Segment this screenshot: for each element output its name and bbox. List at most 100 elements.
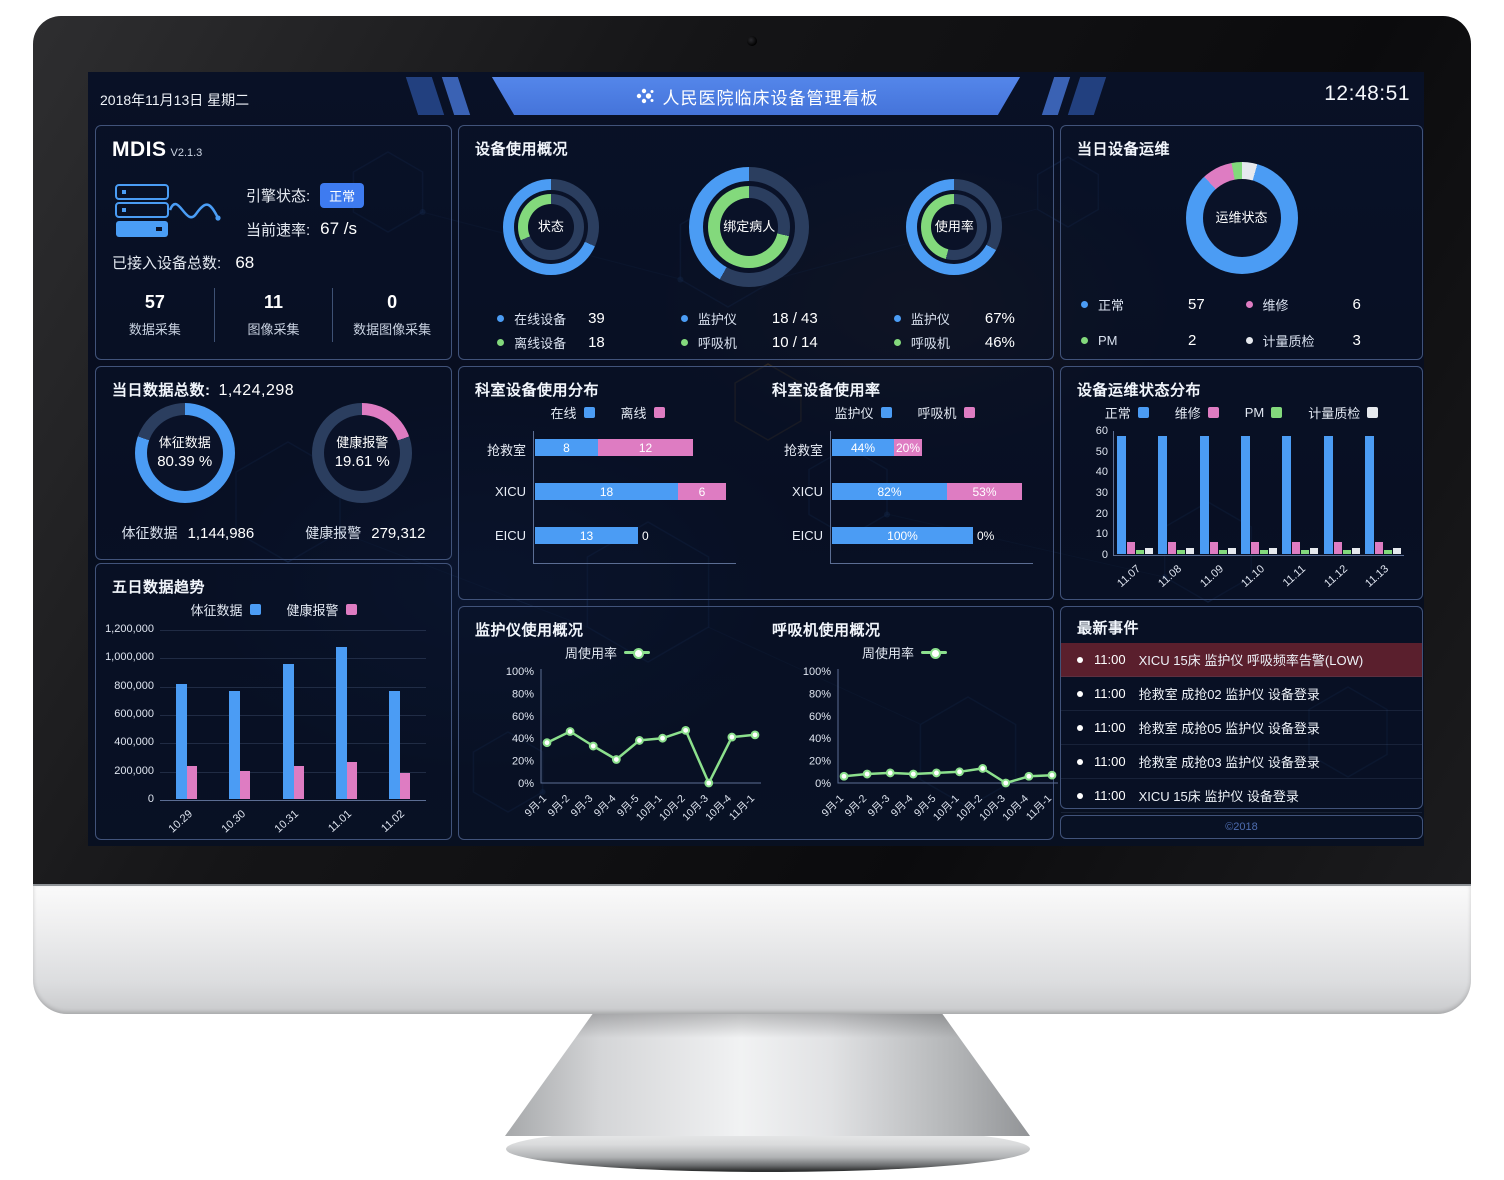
- legend-square-icon: [1207, 407, 1219, 418]
- hbar-row: 8 12: [535, 439, 693, 456]
- mdis-version: V2.1.3: [170, 147, 203, 159]
- hbar-segment-在线: 18: [535, 483, 678, 500]
- maintenance-legend-item[interactable]: 正常 57: [1081, 292, 1246, 316]
- line-legend-item[interactable]: 周使用率: [862, 643, 947, 662]
- legend-label: 监护仪: [834, 406, 874, 421]
- event-text: 抢救室 成抢03 监护仪 设备登录: [1138, 755, 1320, 770]
- legend-dot-icon: [1245, 336, 1253, 344]
- hbar-segment-监护仪: 44%: [832, 439, 894, 456]
- line-marker-icon: [624, 648, 650, 659]
- connected-devices-label: 已接入设备总数:: [112, 255, 222, 272]
- bar-group: [1199, 436, 1236, 554]
- maintenance-distribution-chart: 60 50 40 30 20 10 0 11.07 11.08 11.09 11.10 11.11 11…: [1096, 425, 1404, 590]
- monitor-chin: [33, 884, 1471, 1014]
- legend-label: 健康报警: [286, 603, 339, 618]
- event-row-alert[interactable]: 11:00 XICU 15床 监护仪 呼吸频率告警(LOW): [1061, 643, 1422, 677]
- bar-正常: [1241, 436, 1250, 554]
- maintenance-legend-item[interactable]: 计量质检 3: [1245, 328, 1411, 352]
- rate-legend-item[interactable]: 呼吸机: [918, 403, 975, 422]
- bar-正常: [1199, 436, 1209, 554]
- usage-legend-item[interactable]: 监护仪 67%: [893, 306, 1015, 330]
- legend-dot-icon: [497, 338, 505, 346]
- usage-legend-item[interactable]: 离线设备 18: [497, 330, 605, 354]
- svg-text:0%: 0%: [815, 778, 831, 790]
- stat-label: 数据采集: [128, 322, 181, 337]
- usage-legend-item[interactable]: 在线设备 39: [497, 306, 605, 330]
- chart-title: 监护仪使用概况: [475, 622, 584, 639]
- x-axis-tick: 11.13: [1363, 563, 1392, 590]
- event-row[interactable]: 11:00 抢救室 成抢03 监护仪 设备登录: [1061, 745, 1422, 779]
- event-row[interactable]: 11:00 抢救室 成抢05 监护仪 设备登录: [1061, 711, 1422, 745]
- x-axis-tick: 11.01: [326, 808, 355, 835]
- event-text: 抢救室 成抢02 监护仪 设备登录: [1138, 687, 1320, 702]
- legend-label: PM: [1098, 332, 1118, 348]
- usage-legend-item[interactable]: 监护仪 18 / 43: [680, 306, 818, 330]
- panel-maintenance-distribution: 设备运维状态分布 正常 维修 PM 计量质检 60 50 40 30 20 10 0 11.07 11…: [1060, 366, 1423, 600]
- legend-label: 呼吸机: [697, 335, 737, 351]
- legend-value: 39: [588, 309, 605, 327]
- legend-value: 6: [1352, 295, 1361, 313]
- maintenance-legend-item[interactable]: PM 2: [1081, 328, 1246, 352]
- current-date: 2018年11月13日 星期二: [100, 92, 250, 108]
- donut-center-name: 体征数据: [158, 435, 211, 451]
- hbar-segment-呼吸机: 53%: [947, 483, 1022, 500]
- data-stat-value: 279,312: [371, 525, 426, 542]
- data-stat-item: 体征数据 1,144,986: [122, 523, 255, 543]
- server-icon: [115, 184, 221, 237]
- rate-value: 67 /s: [320, 219, 358, 238]
- bar-group: [282, 664, 304, 799]
- svg-text:0%: 0%: [518, 778, 534, 790]
- bar-计量质检: [1351, 548, 1360, 554]
- rate-legend-item[interactable]: 监护仪: [834, 403, 892, 422]
- svg-text:60%: 60%: [809, 711, 831, 723]
- chart-title: 科室设备使用分布: [475, 382, 600, 399]
- event-row[interactable]: 11:00 抢救室 成抢02 监护仪 设备登录: [1061, 677, 1422, 711]
- status-badge: 正常: [320, 182, 365, 208]
- rate-legend: 监护仪 呼吸机: [756, 403, 1053, 422]
- bar-group: [176, 684, 198, 799]
- legend-label: 计量质检: [1308, 406, 1361, 421]
- panel-usage-lines: 监护仪使用概况 周使用率 100% 80% 60% 40% 20% 0% 9月-1 9月-2 9…: [458, 606, 1058, 840]
- bullet-icon: [1077, 690, 1083, 697]
- dist-legend-item[interactable]: 离线: [621, 403, 665, 422]
- event-row[interactable]: 11:00 XICU 15床 监护仪 设备登录: [1061, 779, 1422, 813]
- donut-box: 绑定病人: [689, 160, 810, 294]
- mdist-legend-item[interactable]: 正常: [1105, 403, 1149, 422]
- legend-label: 正常: [1104, 406, 1131, 421]
- ventilator-line-legend: 周使用率: [756, 643, 1053, 662]
- trend-legend-item[interactable]: 健康报警: [287, 600, 357, 619]
- mdist-legend-item[interactable]: 维修: [1175, 403, 1219, 422]
- bar-正常: [1365, 436, 1375, 554]
- trend-legend: 体征数据 健康报警: [96, 600, 451, 619]
- dist-legend-item[interactable]: 在线: [550, 403, 595, 422]
- usage-legend: 监护仪 18 / 43 呼吸机 10 / 14: [680, 306, 818, 354]
- maintenance-legend-item[interactable]: 维修 6: [1245, 292, 1411, 316]
- legend-label: 周使用率: [564, 646, 617, 661]
- usage-legend-item[interactable]: 呼吸机 10 / 14: [680, 330, 818, 354]
- bar-group: [1365, 436, 1402, 554]
- trend-legend-item[interactable]: 体征数据: [190, 600, 261, 619]
- mdist-legend-item[interactable]: PM: [1245, 405, 1283, 420]
- bar-体征数据: [282, 664, 294, 799]
- usage-legend-item[interactable]: 呼吸机 46%: [893, 330, 1015, 354]
- bar-健康报警: [240, 771, 251, 799]
- trend-bar-chart: 1,200,000 1,000,000 800,000 600,000 400,000 2…: [105, 623, 426, 835]
- chart-title: 呼吸机使用概况: [772, 622, 881, 639]
- legend-value: 57: [1188, 295, 1205, 313]
- legend-dot-icon: [1081, 336, 1088, 344]
- svg-text:80%: 80%: [512, 688, 534, 700]
- x-axis-tick: 11.02: [379, 808, 408, 835]
- donut-center-label: 使用率: [931, 204, 978, 250]
- legend-value: 46%: [984, 333, 1015, 351]
- usage-donut-group: 绑定病人监护仪 18 / 43 呼吸机 10 / 14: [680, 160, 818, 354]
- legend-label: 体征数据: [190, 603, 243, 618]
- data-stats: 体征数据 1,144,986 健康报警 279,312: [96, 523, 451, 543]
- line-legend-item[interactable]: 周使用率: [565, 643, 650, 662]
- bar-体征数据: [388, 691, 400, 799]
- mdist-legend-item[interactable]: 计量质检: [1308, 403, 1379, 422]
- y-axis-tick: 0: [1101, 549, 1108, 561]
- usage-legend: 监护仪 67% 呼吸机 46%: [893, 306, 1015, 354]
- data-stat-value: 1,144,986: [187, 525, 255, 542]
- svg-text:10月-4: 10月-4: [703, 793, 734, 824]
